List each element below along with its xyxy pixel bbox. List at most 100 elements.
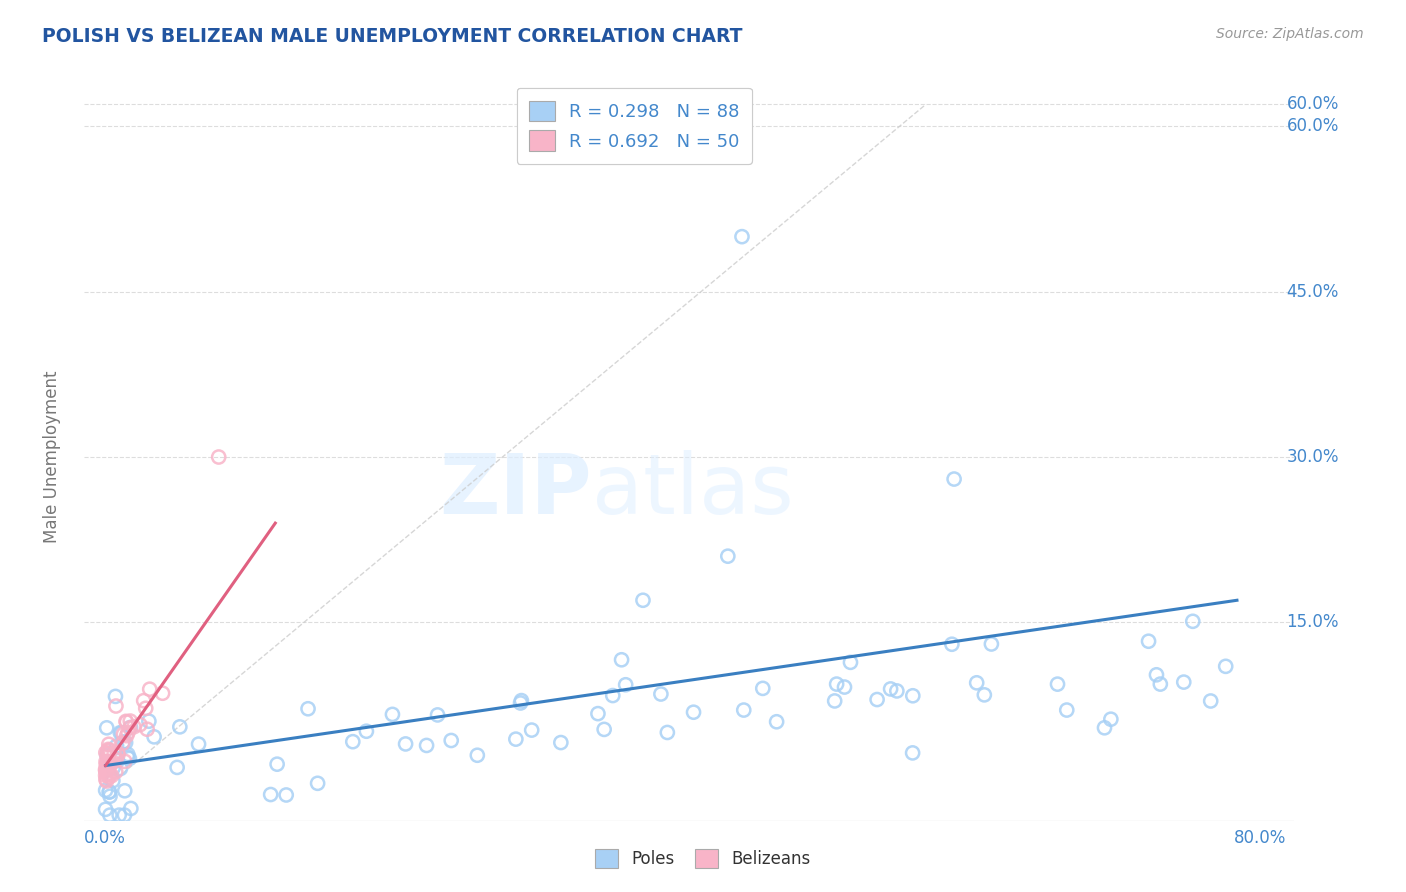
Point bbox=[1149, 677, 1171, 691]
Point bbox=[610, 653, 633, 667]
Point bbox=[834, 680, 856, 694]
Point bbox=[943, 472, 966, 486]
Point bbox=[129, 717, 152, 731]
Point bbox=[752, 681, 775, 696]
Legend: R = 0.298   N = 88, R = 0.692   N = 50: R = 0.298 N = 88, R = 0.692 N = 50 bbox=[516, 88, 752, 164]
Point bbox=[1199, 694, 1222, 708]
Legend: Poles, Belizeans: Poles, Belizeans bbox=[589, 842, 817, 875]
Point bbox=[100, 769, 122, 783]
Point bbox=[717, 549, 740, 564]
Point bbox=[98, 743, 121, 757]
Point bbox=[260, 788, 283, 802]
Point bbox=[115, 714, 138, 729]
Point bbox=[973, 688, 995, 702]
Point bbox=[97, 742, 120, 756]
Point bbox=[98, 767, 121, 781]
Point bbox=[586, 706, 609, 721]
Point bbox=[966, 675, 988, 690]
Point bbox=[104, 764, 127, 779]
Point bbox=[825, 677, 848, 691]
Point bbox=[138, 714, 160, 729]
Point bbox=[510, 693, 533, 707]
Point bbox=[96, 748, 118, 763]
Point bbox=[1137, 634, 1160, 648]
Point bbox=[901, 746, 924, 760]
Point bbox=[415, 739, 437, 753]
Point bbox=[98, 808, 121, 822]
Point bbox=[980, 637, 1002, 651]
Point bbox=[1215, 659, 1237, 673]
Point bbox=[96, 764, 118, 779]
Text: POLISH VS BELIZEAN MALE UNEMPLOYMENT CORRELATION CHART: POLISH VS BELIZEAN MALE UNEMPLOYMENT COR… bbox=[42, 27, 742, 45]
Point bbox=[97, 744, 120, 758]
Point bbox=[114, 754, 136, 768]
Point bbox=[879, 681, 901, 696]
Point bbox=[941, 637, 963, 651]
Point bbox=[120, 721, 142, 735]
Point bbox=[520, 723, 543, 737]
Point bbox=[136, 723, 159, 737]
Point bbox=[593, 723, 616, 737]
Point bbox=[839, 656, 862, 670]
Point bbox=[166, 760, 188, 774]
Point bbox=[96, 760, 118, 774]
Point bbox=[1046, 677, 1069, 691]
Point bbox=[104, 690, 127, 704]
Text: 30.0%: 30.0% bbox=[1286, 448, 1339, 466]
Point bbox=[1094, 721, 1116, 735]
Point bbox=[96, 757, 118, 772]
Point bbox=[866, 692, 889, 706]
Point bbox=[115, 729, 138, 743]
Point bbox=[114, 736, 136, 750]
Point bbox=[297, 702, 319, 716]
Point bbox=[103, 761, 125, 775]
Point bbox=[266, 757, 288, 772]
Point bbox=[152, 686, 174, 700]
Point bbox=[505, 732, 527, 747]
Point bbox=[381, 707, 404, 722]
Point bbox=[101, 755, 124, 769]
Point bbox=[394, 737, 416, 751]
Point bbox=[440, 733, 463, 747]
Point bbox=[117, 747, 139, 762]
Point bbox=[143, 730, 166, 744]
Point bbox=[117, 725, 139, 739]
Point bbox=[138, 682, 160, 697]
Point bbox=[1099, 712, 1122, 726]
Point bbox=[97, 770, 120, 784]
Point bbox=[614, 678, 637, 692]
Point bbox=[110, 762, 132, 776]
Point bbox=[96, 774, 118, 789]
Point bbox=[107, 747, 129, 762]
Point bbox=[97, 747, 120, 761]
Point bbox=[98, 785, 121, 799]
Point bbox=[342, 734, 364, 748]
Point bbox=[111, 736, 134, 750]
Point bbox=[105, 739, 128, 753]
Point bbox=[114, 808, 136, 822]
Point bbox=[824, 694, 846, 708]
Point bbox=[94, 768, 117, 782]
Point bbox=[120, 714, 142, 728]
Point bbox=[208, 450, 231, 464]
Point bbox=[96, 721, 118, 735]
Point bbox=[94, 746, 117, 760]
Point bbox=[1173, 675, 1195, 690]
Point bbox=[307, 776, 329, 790]
Point bbox=[118, 751, 141, 765]
Text: 45.0%: 45.0% bbox=[1286, 283, 1339, 301]
Point bbox=[94, 772, 117, 787]
Point bbox=[105, 753, 128, 767]
Point bbox=[276, 788, 298, 802]
Point bbox=[98, 785, 121, 799]
Point bbox=[426, 707, 449, 722]
Text: Source: ZipAtlas.com: Source: ZipAtlas.com bbox=[1216, 27, 1364, 41]
Point bbox=[94, 802, 117, 816]
Point bbox=[901, 689, 924, 703]
Point bbox=[97, 755, 120, 769]
Point bbox=[104, 699, 127, 714]
Point bbox=[110, 725, 132, 739]
Point bbox=[98, 758, 121, 772]
Point bbox=[356, 724, 378, 739]
Point bbox=[115, 714, 138, 729]
